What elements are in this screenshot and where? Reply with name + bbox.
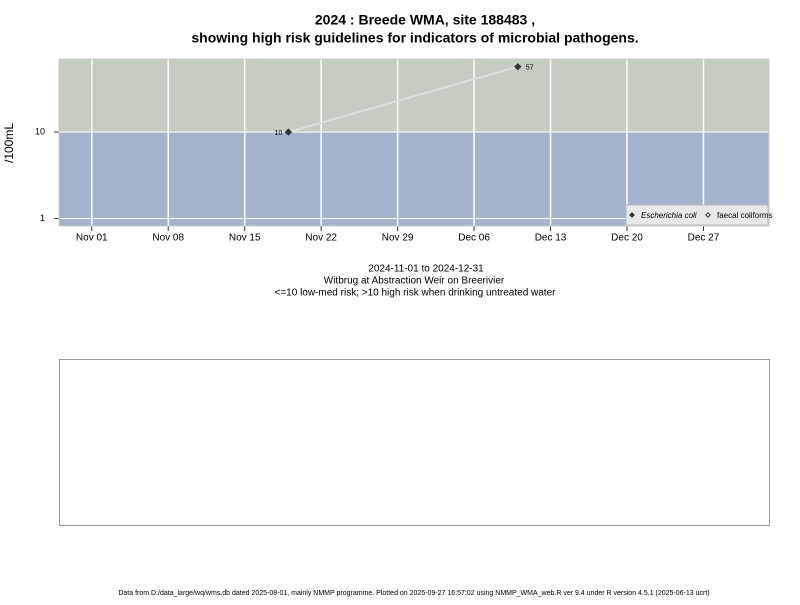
x-tick-label: Nov 15 bbox=[229, 233, 261, 244]
x-tick-label: Nov 08 bbox=[152, 233, 184, 244]
data-point bbox=[284, 128, 293, 136]
x-tick-label: Nov 29 bbox=[382, 233, 414, 244]
plot-area: 1 10 Nov 01 Nov 08 Nov 15 Nov 22 Nov 29 Dec 06 D… bbox=[35, 58, 773, 244]
subtitle: Witbrug at Abstraction Weir on Breerivie… bbox=[324, 276, 505, 287]
subtitle: <=10 low-med risk; >10 high risk when dr… bbox=[275, 288, 557, 299]
data-label: 57 bbox=[526, 65, 534, 72]
x-tick-label: Dec 27 bbox=[688, 233, 720, 244]
empty-panel bbox=[59, 359, 770, 526]
x-tick-label: Dec 13 bbox=[535, 233, 567, 244]
y-axis-label: /100mL bbox=[2, 123, 16, 163]
legend-box bbox=[625, 204, 769, 226]
data-label: 10 bbox=[275, 130, 283, 137]
footer: Data from D:/data_large/wq/wms.db dated … bbox=[118, 590, 709, 597]
x-tick-label: Nov 22 bbox=[305, 233, 337, 244]
subtitle: 2024-11-01 to 2024-12-31 bbox=[368, 264, 484, 275]
legend-marker bbox=[629, 212, 635, 218]
x-tick-label: Nov 01 bbox=[76, 233, 108, 244]
legend-label: Escherichia coli bbox=[641, 211, 697, 220]
x-tick-label: Dec 06 bbox=[458, 233, 490, 244]
legend-marker bbox=[705, 212, 711, 218]
x-tick-label: Dec 20 bbox=[611, 233, 643, 244]
plot-frame bbox=[58, 58, 770, 227]
legend-label: faecal coliforms bbox=[717, 211, 773, 220]
y-tick-label: 10 bbox=[35, 126, 45, 136]
data-point bbox=[514, 63, 522, 71]
y-tick-label: 1 bbox=[40, 213, 45, 223]
series-line bbox=[288, 65, 519, 134]
chart-title: showing high risk guidelines for indicat… bbox=[191, 30, 638, 46]
chart-title: 2024 : Breede WMA, site 188483 , bbox=[315, 12, 535, 28]
